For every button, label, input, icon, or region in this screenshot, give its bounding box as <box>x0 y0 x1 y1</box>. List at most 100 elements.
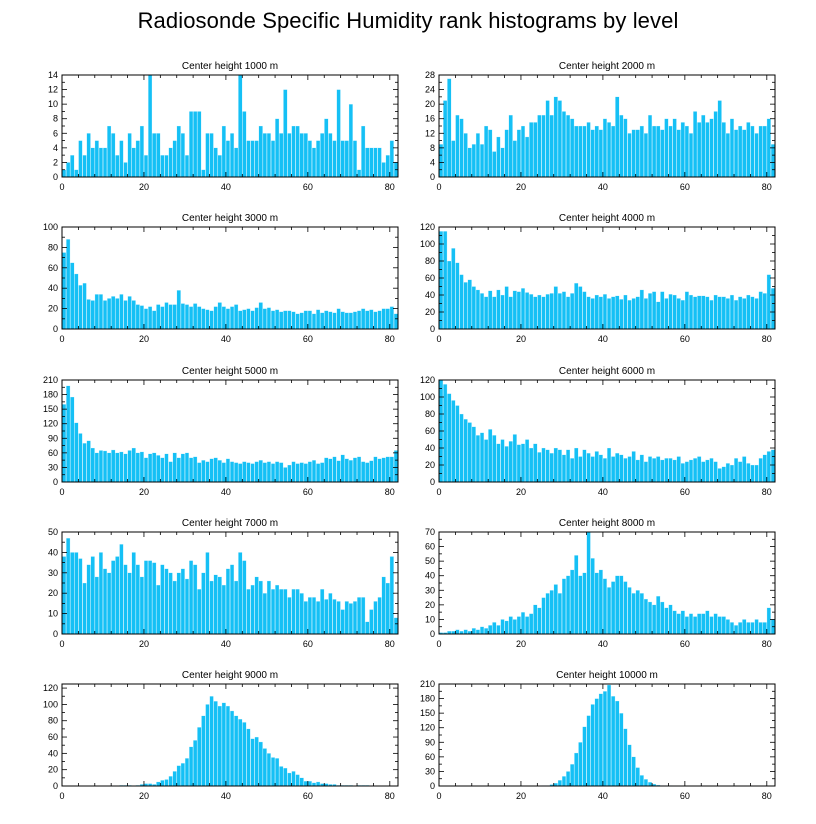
y-tick-label: 50 <box>425 556 435 566</box>
histogram-bar <box>189 111 194 178</box>
histogram-bar <box>242 722 247 787</box>
histogram-bar <box>766 607 771 635</box>
histogram-bar <box>119 294 124 330</box>
histogram-bar <box>713 613 718 635</box>
histogram-bar <box>135 452 140 483</box>
x-tick-label: 80 <box>762 639 772 649</box>
histogram-bar <box>357 456 362 483</box>
y-tick-label: 50 <box>48 527 58 537</box>
histogram-bar <box>221 462 226 483</box>
histogram-bar <box>348 603 353 635</box>
histogram-bar <box>307 140 312 178</box>
histogram-bar <box>729 622 735 635</box>
histogram-bar <box>303 133 308 178</box>
histogram-bar <box>172 140 177 178</box>
histogram-bar <box>639 593 644 635</box>
histogram-bar <box>254 576 259 635</box>
x-tick-label: 20 <box>139 334 149 344</box>
histogram-bar <box>172 771 177 787</box>
histogram-bar <box>713 111 718 178</box>
y-tick-label: 30 <box>48 462 58 472</box>
histogram-bar <box>566 575 571 635</box>
histogram-bar <box>742 129 747 178</box>
histogram-bar <box>561 454 567 483</box>
histogram-bar <box>754 298 759 330</box>
histogram-bar <box>201 715 206 787</box>
histogram-bar <box>393 617 398 635</box>
histogram-bar <box>627 587 632 635</box>
histogram-bar <box>467 279 472 330</box>
histogram-bar <box>135 304 140 330</box>
y-tick-label: 0 <box>53 629 58 639</box>
histogram-bar <box>119 544 124 635</box>
histogram-bar <box>623 581 628 635</box>
histogram-bar <box>590 558 595 635</box>
histogram-bar <box>496 136 501 178</box>
histogram-bar <box>541 114 546 178</box>
histogram-bar <box>549 293 554 330</box>
x-tick-label: 20 <box>139 182 149 192</box>
histogram-bar <box>549 590 554 635</box>
histogram-bar <box>234 304 239 330</box>
histogram-bar <box>266 307 271 330</box>
histogram-bar <box>393 450 398 483</box>
histogram-bar <box>217 302 222 330</box>
histogram-bar <box>705 122 710 178</box>
histogram-bar <box>529 293 534 330</box>
histogram-bar <box>561 111 567 178</box>
histogram-bar <box>693 616 698 635</box>
histogram-bar <box>201 459 206 483</box>
histogram-bar <box>156 133 161 178</box>
histogram-bar <box>209 310 214 330</box>
histogram-bar <box>766 274 771 330</box>
histogram-bar <box>287 133 292 178</box>
histogram-bar <box>701 461 706 483</box>
y-tick-label: 80 <box>425 409 435 419</box>
histogram-bar <box>582 291 587 330</box>
histogram-bar <box>221 125 226 178</box>
histogram-bar <box>561 578 567 635</box>
y-tick-label: 40 <box>48 547 58 557</box>
histogram-bar <box>512 290 517 330</box>
histogram-bar <box>328 311 333 330</box>
histogram-bar <box>307 461 312 483</box>
histogram-bar <box>238 74 243 178</box>
histogram-bar <box>377 310 382 330</box>
histogram-bar <box>115 298 120 330</box>
histogram-bar <box>184 758 190 787</box>
histogram-bar <box>180 453 185 483</box>
histogram-bar <box>246 728 251 787</box>
histogram-bar <box>602 578 607 635</box>
histogram-panel: Center height 5000 m 0 20 40 60 80 0 30 60 90 120 1… <box>43 366 399 497</box>
histogram-bar <box>627 133 632 178</box>
histogram-bar <box>635 129 640 178</box>
histogram-bar <box>508 296 513 330</box>
histogram-bar <box>229 133 235 178</box>
histogram-bar <box>643 461 648 483</box>
histogram-bar <box>488 429 493 483</box>
histogram-bar <box>250 463 255 483</box>
histogram-bar <box>652 125 657 178</box>
histogram-bar <box>365 310 370 330</box>
histogram-bar <box>471 628 476 635</box>
histogram-bar <box>533 604 538 635</box>
histogram-bar <box>443 384 448 483</box>
histogram-bar <box>303 463 308 483</box>
histogram-bar <box>738 296 743 330</box>
histogram-bar <box>70 552 75 635</box>
histogram-bar <box>90 556 95 635</box>
histogram-bar <box>615 452 620 483</box>
y-tick-label: 6 <box>53 128 58 138</box>
histogram-bar <box>107 572 112 635</box>
histogram-bar <box>545 449 550 483</box>
histogram-bar <box>193 303 198 330</box>
histogram-bar <box>102 568 108 635</box>
y-tick-label: 20 <box>425 99 435 109</box>
histogram-bar <box>62 252 67 330</box>
histogram-bar <box>713 461 718 483</box>
histogram-bar <box>385 582 390 635</box>
histogram-bar <box>516 616 521 635</box>
histogram-bar <box>455 405 460 483</box>
histogram-bar <box>656 595 661 635</box>
histogram-bar <box>639 125 644 178</box>
